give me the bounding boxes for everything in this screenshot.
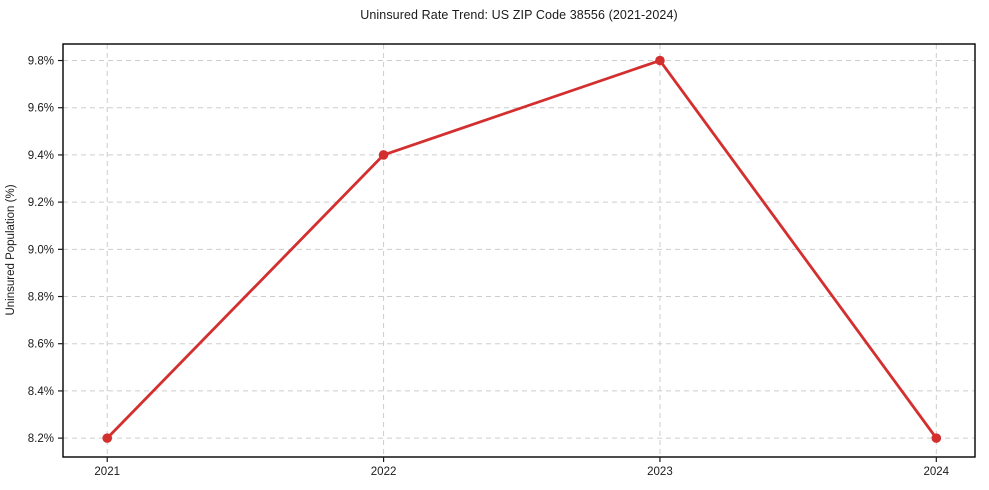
x-tick-label: 2023: [647, 466, 673, 478]
y-tick-label: 8.6%: [28, 339, 54, 351]
x-tick-label: 2024: [924, 466, 950, 478]
y-tick-label: 8.8%: [28, 292, 54, 304]
series-layer: [102, 55, 942, 443]
y-tick-label: 9.0%: [28, 244, 54, 256]
data-point-2022: [378, 150, 389, 160]
data-point-2023: [655, 55, 665, 66]
tick-layer: 8.2% 8.4% 8.6% 8.8% 9.0% 9.2% 9.4% 9.6% 9.8% 2021…: [28, 43, 976, 478]
y-tick-label: 8.2%: [28, 433, 54, 445]
plot-border: [62, 43, 976, 458]
grid-layer: [63, 44, 975, 457]
data-point-2021: [102, 433, 113, 443]
trend-line: [105, 59, 938, 440]
x-tick-label: 2022: [371, 466, 397, 478]
y-tick-label: 9.4%: [28, 150, 54, 162]
y-axis-label: Uninsured Population (%): [5, 184, 17, 315]
chart-title: Uninsured Rate Trend: US ZIP Code 38556 …: [360, 8, 678, 22]
y-tick-label: 9.8%: [28, 56, 54, 68]
x-tick-label: 2021: [94, 466, 120, 478]
data-point-2024: [931, 433, 942, 443]
y-tick-label: 8.4%: [28, 386, 54, 398]
y-tick-label: 9.2%: [28, 197, 54, 209]
y-tick-label: 9.6%: [28, 103, 54, 115]
